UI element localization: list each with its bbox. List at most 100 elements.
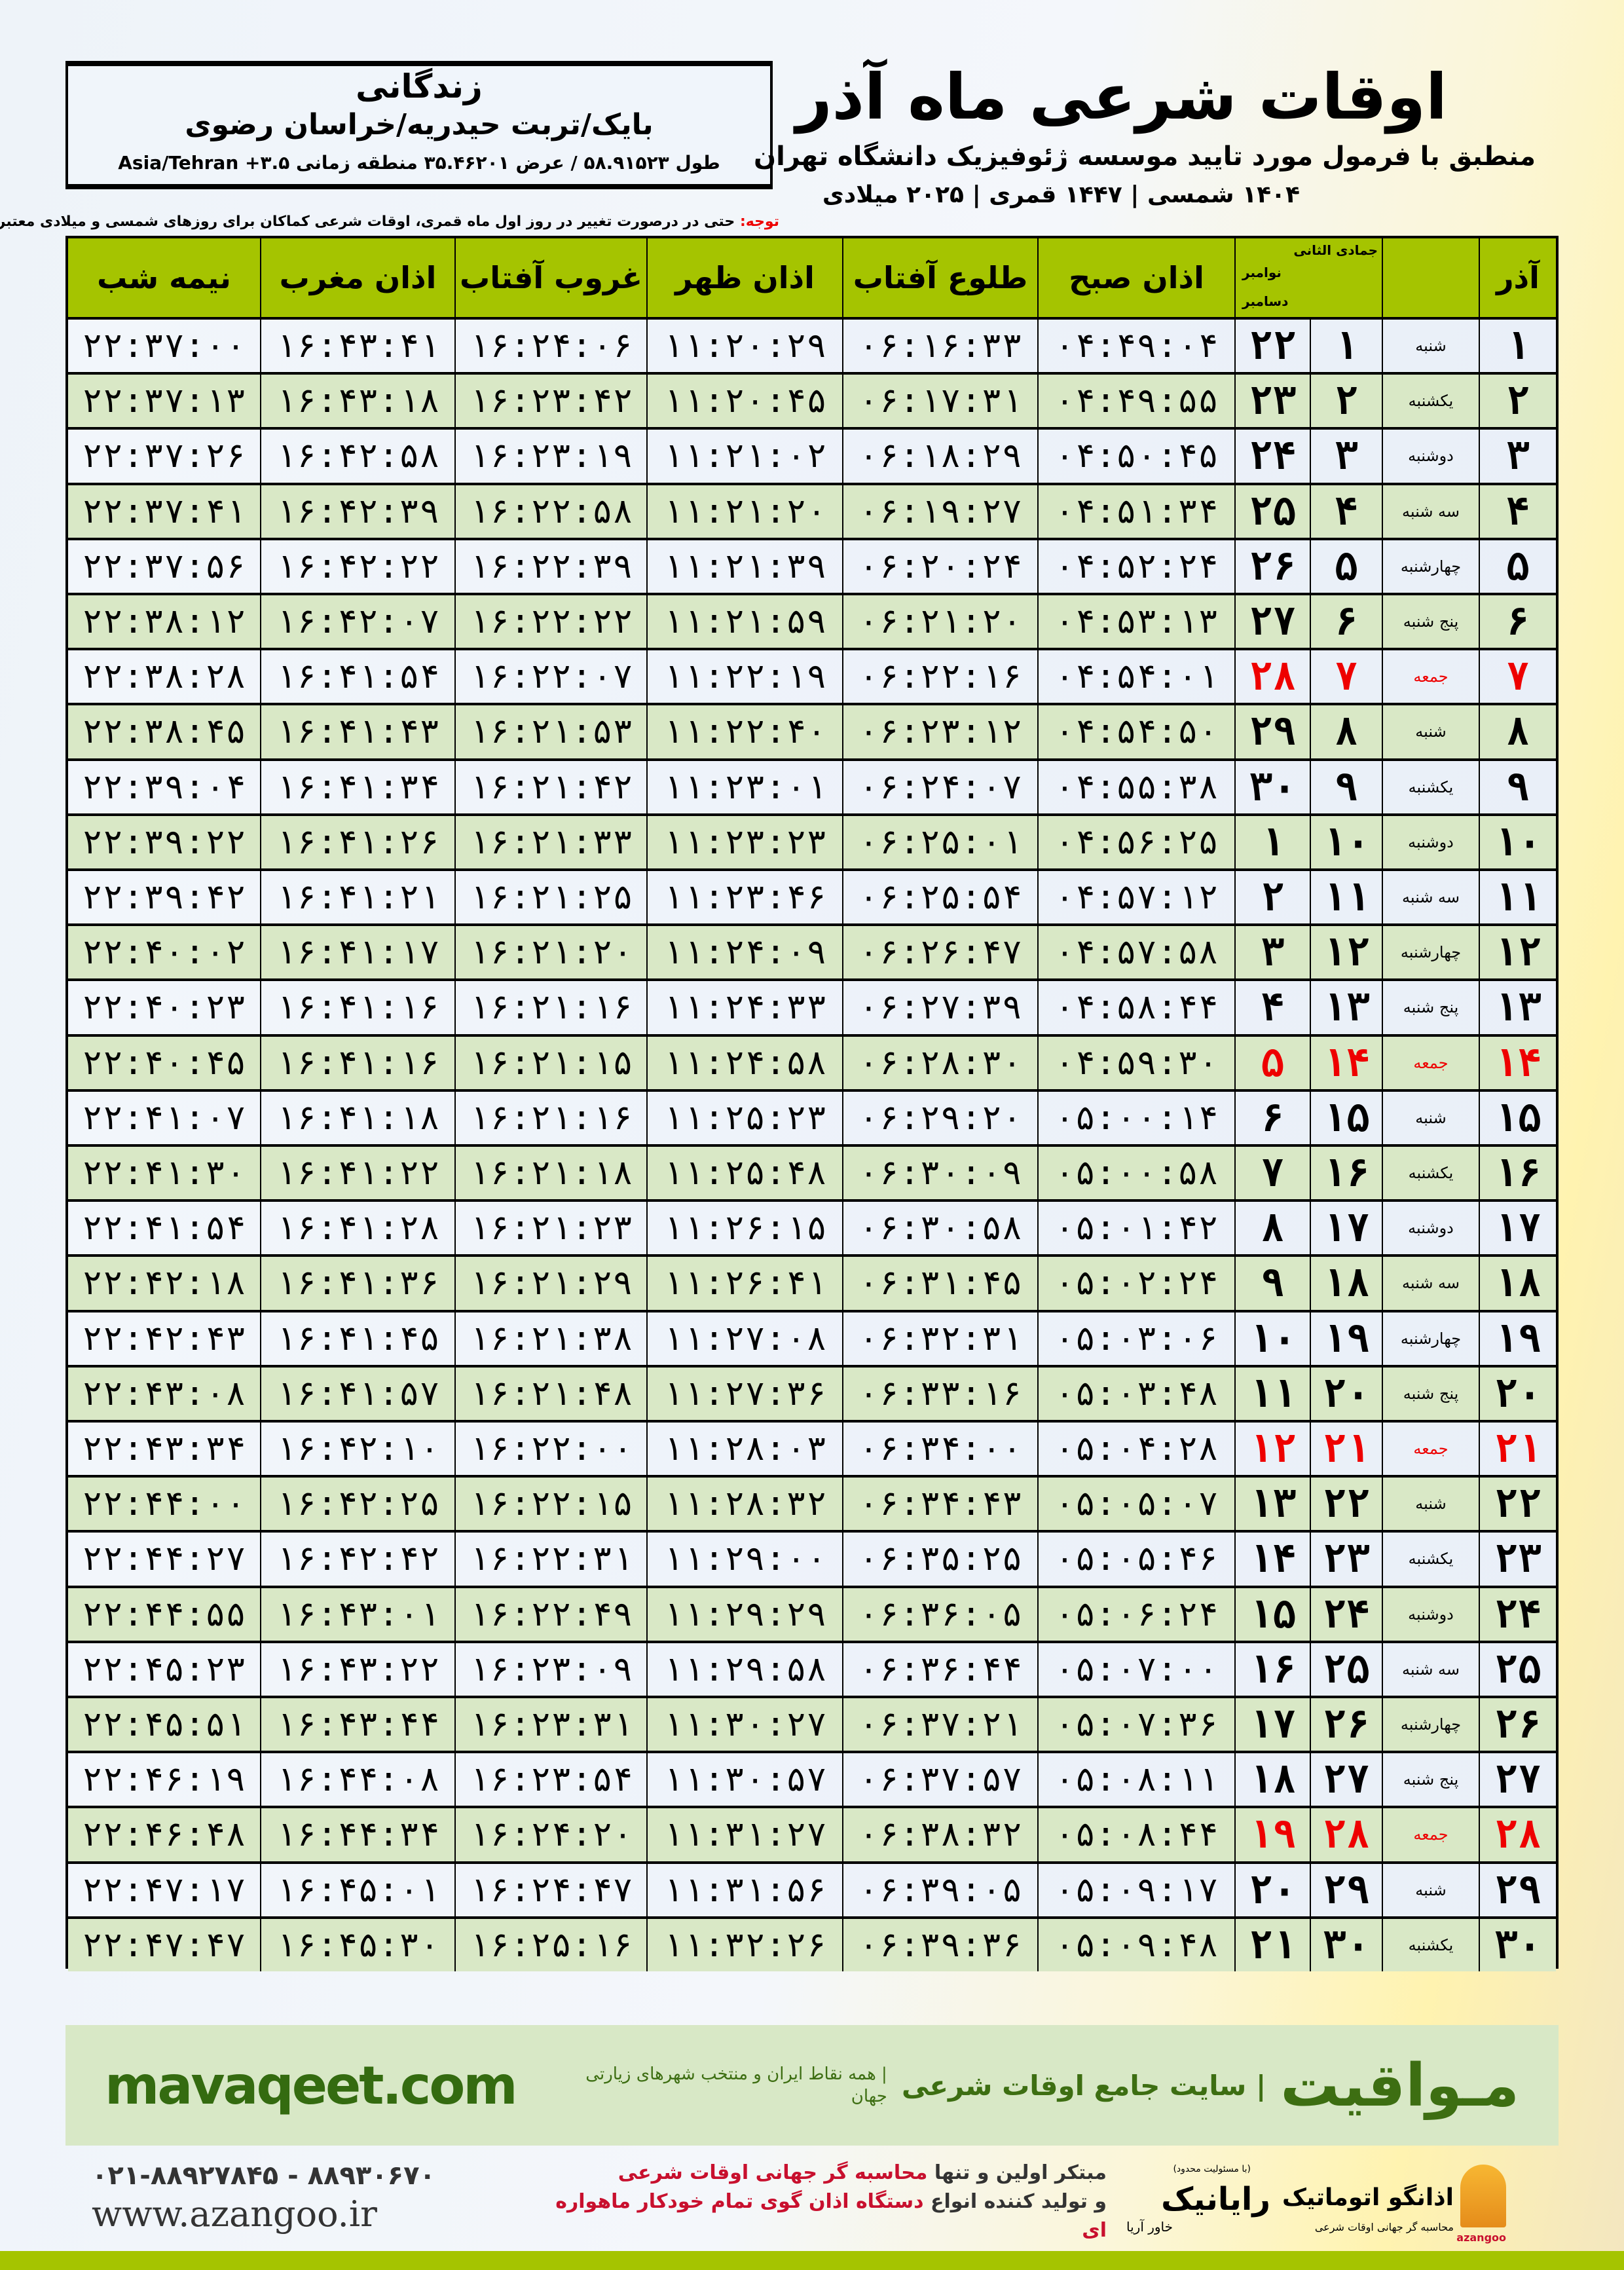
gregorian-day-cell: ۳۰ [1234,760,1310,813]
prayer-times-table: نیمه شب اذان مغرب غروب آفتاب اذان ظهر طل… [65,236,1559,1971]
bottom-bar [0,2251,1624,2270]
header-sunrise: طلوع آفتاب [842,238,1037,317]
header-dhuhr: اذان ظهر [646,238,842,317]
weekday-cell: چهارشنبه [1382,1698,1479,1751]
gregorian-day-cell: ۲۶ [1234,540,1310,593]
fajr-cell: ۰۴:۵۹:۳۰ [1037,1036,1234,1089]
dhuhr-cell: ۱۱:۲۴:۳۳ [646,981,842,1034]
table-row: ۲۲:۴۷:۱۷ ۱۶:۴۵:۰۱ ۱۶:۲۴:۴۷ ۱۱:۳۱:۵۶ ۰۶:۳۹:۰۵… [68,1861,1556,1916]
fajr-cell: ۰۵:۰۳:۰۶ [1037,1312,1234,1365]
sunrise-cell: ۰۶:۲۳:۱۲ [842,705,1037,758]
midnight-cell: ۲۲:۴۰:۰۲ [82,933,246,973]
midnight-cell: ۲۲:۴۴:۰۰ [82,1484,246,1524]
gregorian-day-cell: ۵ [1234,1036,1310,1089]
sunrise-cell: ۰۶:۱۶:۳۳ [842,320,1037,373]
azar-day-cell: ۲۱ [1479,1423,1556,1476]
midnight-cell: ۲۲:۳۸:۱۲ [82,602,246,642]
weekday-cell: چهارشنبه [1382,540,1479,593]
maghrib-cell: ۱۶:۴۱:۵۷ [260,1367,454,1420]
maghrib-cell: ۱۶:۴۳:۱۸ [260,375,454,428]
rayanik-name: رایانیک [1161,2181,1270,2218]
dhuhr-cell: ۱۱:۲۳:۴۶ [646,871,842,924]
fajr-cell: ۰۴:۵۷:۱۲ [1037,871,1234,924]
azar-day-cell: ۱۲ [1479,926,1556,979]
hijri-day-cell: ۲۲ [1310,1478,1382,1531]
dhuhr-cell: ۱۱:۲۶:۴۱ [646,1257,842,1310]
azar-day-cell: ۲ [1479,375,1556,428]
maghrib-cell: ۱۶:۴۳:۰۱ [260,1588,454,1641]
azar-day-cell: ۲۵ [1479,1643,1556,1696]
dhuhr-cell: ۱۱:۲۸:۰۳ [646,1423,842,1476]
footer-line-1: مبتکر اولین و تنها محاسبه گر جهانی اوقات… [537,2159,1107,2187]
dhuhr-cell: ۱۱:۳۰:۲۷ [646,1698,842,1751]
dhuhr-cell: ۱۱:۲۹:۵۸ [646,1643,842,1696]
table-row: ۲۲:۳۷:۱۳ ۱۶:۴۳:۱۸ ۱۶:۲۳:۴۲ ۱۱:۲۰:۴۵ ۰۶:۱۷:۳۱… [68,372,1556,428]
maghrib-cell: ۱۶:۴۱:۴۵ [260,1312,454,1365]
midnight-cell: ۲۲:۴۲:۱۸ [82,1263,246,1303]
dhuhr-cell: ۱۱:۲۰:۴۵ [646,375,842,428]
sunset-cell: ۱۶:۲۱:۱۸ [454,1147,646,1200]
header-maghrib: اذان مغرب [260,238,454,317]
midnight-cell: ۲۲:۴۶:۱۹ [82,1760,246,1800]
sunrise-cell: ۰۶:۳۶:۰۵ [842,1588,1037,1641]
fajr-cell: ۰۴:۵۶:۲۵ [1037,815,1234,868]
fajr-cell: ۰۴:۵۸:۴۴ [1037,981,1234,1034]
table-row: ۲۲:۴۱:۳۰ ۱۶:۴۱:۲۲ ۱۶:۲۱:۱۸ ۱۱:۲۵:۴۸ ۰۶:۳۰:۰۹… [68,1144,1556,1200]
fajr-cell: ۰۵:۰۵:۴۶ [1037,1533,1234,1586]
table-row: ۲۲:۳۸:۲۸ ۱۶:۴۱:۵۴ ۱۶:۲۲:۰۷ ۱۱:۲۲:۱۹ ۰۶:۲۲:۱۶… [68,648,1556,703]
gregorian-day-cell: ۲۹ [1234,705,1310,758]
fajr-cell: ۰۵:۰۸:۴۴ [1037,1808,1234,1861]
azar-day-cell: ۲۸ [1479,1808,1556,1861]
footer-line-2-text: و تولید کننده انواع [923,2190,1107,2213]
gregorian-day-cell: ۲۲ [1234,320,1310,373]
sunset-cell: ۱۶:۲۱:۵۳ [454,705,646,758]
fajr-cell: ۰۴:۵۰:۴۵ [1037,430,1234,483]
sunset-cell: ۱۶:۲۳:۱۹ [454,430,646,483]
maghrib-cell: ۱۶:۴۴:۳۴ [260,1808,454,1861]
azar-day-cell: ۸ [1479,705,1556,758]
sunrise-cell: ۰۶:۲۲:۱۶ [842,650,1037,703]
dhuhr-cell: ۱۱:۲۷:۰۸ [646,1312,842,1365]
hijri-day-cell: ۲ [1310,375,1382,428]
table-row: ۲۲:۴۴:۰۰ ۱۶:۴۲:۲۵ ۱۶:۲۲:۱۵ ۱۱:۲۸:۳۲ ۰۶:۳۴:۴۳… [68,1475,1556,1531]
table-row: ۲۲:۴۰:۰۲ ۱۶:۴۱:۱۷ ۱۶:۲۱:۲۰ ۱۱:۲۴:۰۹ ۰۶:۲۶:۴۷… [68,923,1556,979]
fajr-cell: ۰۴:۵۱:۳۴ [1037,485,1234,538]
gregorian-day-cell: ۶ [1234,1091,1310,1144]
table-row: ۲۲:۴۳:۳۴ ۱۶:۴۲:۱۰ ۱۶:۲۲:۰۰ ۱۱:۲۸:۰۳ ۰۶:۳۴:۰۰… [68,1420,1556,1476]
midnight-cell: ۲۲:۴۱:۰۷ [82,1098,246,1138]
hijri-day-cell: ۶ [1310,595,1382,648]
fajr-cell: ۰۵:۰۷:۰۰ [1037,1643,1234,1696]
hijri-day-cell: ۱۰ [1310,815,1382,868]
sunrise-cell: ۰۶:۲۱:۲۰ [842,595,1037,648]
hijri-day-cell: ۱۷ [1310,1202,1382,1255]
midnight-cell: ۲۲:۴۱:۵۴ [82,1208,246,1248]
footer-website-link[interactable]: www.azangoo.ir [92,2193,377,2235]
hijri-day-cell: ۵ [1310,540,1382,593]
fajr-cell: ۰۵:۰۶:۲۴ [1037,1588,1234,1641]
banner-brand-group: مـواقیت | سایت جامع اوقات شرعی | همه نقا… [547,2051,1519,2120]
sunset-cell: ۱۶:۲۱:۲۹ [454,1257,646,1310]
banner-site-link[interactable]: mavaqeet.com [105,2055,518,2116]
weekday-cell: پنج شنبه [1382,981,1479,1034]
hijri-day-cell: ۴ [1310,485,1382,538]
sunset-cell: ۱۶:۲۱:۲۵ [454,871,646,924]
sunset-cell: ۱۶:۲۲:۰۰ [454,1423,646,1476]
midnight-cell: ۲۲:۴۳:۰۸ [82,1373,246,1413]
table-row: ۲۲:۴۰:۲۳ ۱۶:۴۱:۱۶ ۱۶:۲۱:۱۶ ۱۱:۲۴:۳۳ ۰۶:۲۷:۳۹… [68,978,1556,1034]
fajr-cell: ۰۵:۰۰:۱۴ [1037,1091,1234,1144]
midnight-cell: ۲۲:۳۹:۴۲ [82,878,246,918]
fajr-cell: ۰۵:۰۵:۰۷ [1037,1478,1234,1531]
notice-text: حتی در درصورت تغییر در روز اول ماه قمری،… [0,214,740,230]
table-row: ۲۲:۴۲:۱۸ ۱۶:۴۱:۳۶ ۱۶:۲۱:۲۹ ۱۱:۲۶:۴۱ ۰۶:۳۱:۴۵… [68,1254,1556,1310]
midnight-cell: ۲۲:۴۳:۳۴ [82,1429,246,1469]
azar-day-cell: ۷ [1479,650,1556,703]
table-row: ۲۲:۴۱:۵۴ ۱۶:۴۱:۲۸ ۱۶:۲۱:۲۳ ۱۱:۲۶:۱۵ ۰۶:۳۰:۵۸… [68,1199,1556,1255]
sunrise-cell: ۰۶:۳۲:۳۱ [842,1312,1037,1365]
hijri-day-cell: ۲۸ [1310,1808,1382,1861]
maghrib-cell: ۱۶:۴۱:۲۸ [260,1202,454,1255]
gregorian-day-cell: ۱۹ [1234,1808,1310,1861]
gregorian-day-cell: ۹ [1234,1257,1310,1310]
dhuhr-cell: ۱۱:۲۵:۴۸ [646,1147,842,1200]
maghrib-cell: ۱۶:۴۵:۳۰ [260,1918,454,1971]
midnight-cell: ۲۲:۴۷:۱۷ [82,1870,246,1910]
